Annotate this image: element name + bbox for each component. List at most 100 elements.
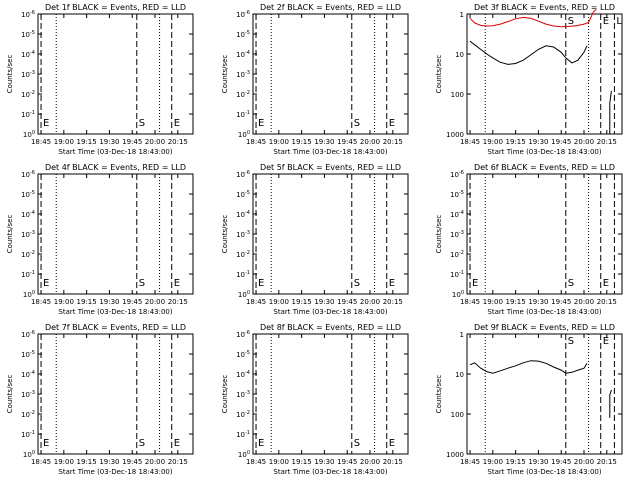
x-tick-label: 20:00 bbox=[360, 298, 380, 306]
y-tick-label: 10-2 bbox=[236, 90, 250, 99]
x-tick-label: 19:15 bbox=[77, 138, 97, 146]
plot-title: Det 8f BLACK = Events, RED = LLD bbox=[260, 323, 401, 332]
x-axis-label: Start Time (03-Dec-18 18:43:00) bbox=[273, 148, 387, 156]
plot-title: Det 6f BLACK = Events, RED = LLD bbox=[474, 163, 615, 172]
x-tick-label: 19:30 bbox=[99, 298, 119, 306]
y-tick-label: 1000 bbox=[446, 451, 464, 459]
time-marker-label: S bbox=[568, 16, 574, 27]
x-tick-label: 19:15 bbox=[77, 458, 97, 466]
y-tick-label: 100 bbox=[23, 130, 35, 139]
time-marker-label: E bbox=[389, 118, 395, 129]
x-tick-label: 19:30 bbox=[528, 138, 548, 146]
x-tick-label: 20:00 bbox=[360, 138, 380, 146]
x-tick-label: 19:15 bbox=[292, 298, 312, 306]
x-tick-label: 19:00 bbox=[54, 298, 74, 306]
plot-frame bbox=[252, 13, 409, 135]
x-tick-label: 19:30 bbox=[314, 298, 334, 306]
y-tick-label: 100 bbox=[23, 290, 35, 299]
x-tick-label: 20:15 bbox=[168, 138, 188, 146]
plot-title: Det 4f BLACK = Events, RED = LLD bbox=[45, 163, 186, 172]
x-tick-label: 19:45 bbox=[122, 138, 142, 146]
x-tick-label: 19:45 bbox=[122, 458, 142, 466]
y-tick-label: 10-2 bbox=[236, 410, 250, 419]
x-axis-label: Start Time (03-Dec-18 18:43:00) bbox=[273, 468, 387, 476]
y-axis-label: Counts/sec bbox=[6, 375, 14, 414]
y-tick-label: 1000 bbox=[446, 131, 464, 139]
y-tick-label: 1 bbox=[460, 331, 464, 339]
x-tick-label: 20:15 bbox=[597, 138, 617, 146]
x-axis-label: Start Time (03-Dec-18 18:43:00) bbox=[273, 308, 387, 316]
time-marker-label: L bbox=[616, 16, 622, 27]
time-marker-label: E bbox=[174, 118, 180, 129]
plot-title: Det 1f BLACK = Events, RED = LLD bbox=[45, 3, 186, 12]
time-marker-label: E bbox=[603, 16, 609, 27]
x-tick-label: 19:00 bbox=[54, 138, 74, 146]
plot-panel-1: Det 1f BLACK = Events, RED = LLD 100 10-1 1… bbox=[6, 3, 194, 156]
time-marker-label: S bbox=[354, 278, 360, 289]
time-marker-label: E bbox=[258, 438, 264, 449]
y-tick-label: 10-6 bbox=[21, 330, 35, 339]
y-tick-label: 10 bbox=[455, 371, 464, 379]
time-marker-label: S bbox=[139, 438, 145, 449]
x-tick-label: 20:00 bbox=[574, 298, 594, 306]
plot-frame bbox=[37, 173, 194, 295]
y-tick-label: 10-3 bbox=[21, 70, 35, 79]
x-tick-label: 19:45 bbox=[551, 458, 571, 466]
plot-panel-4: Det 4f BLACK = Events, RED = LLD 100 10-1 1… bbox=[6, 163, 194, 316]
x-tick-label: 20:15 bbox=[383, 138, 403, 146]
time-marker-label: S bbox=[139, 118, 145, 129]
x-tick-label: 19:00 bbox=[54, 458, 74, 466]
y-tick-label: 10-4 bbox=[236, 50, 250, 59]
x-tick-label: 18:45 bbox=[460, 138, 480, 146]
x-tick-label: 19:45 bbox=[551, 138, 571, 146]
y-axis-label: Counts/sec bbox=[221, 55, 229, 94]
x-tick-label: 19:30 bbox=[314, 138, 334, 146]
y-tick-label: 10-3 bbox=[21, 390, 35, 399]
y-tick-label: 100 bbox=[23, 450, 35, 459]
y-tick-label: 10-5 bbox=[236, 190, 250, 199]
time-marker-label: E bbox=[389, 438, 395, 449]
y-tick-label: 1 bbox=[460, 11, 464, 19]
x-tick-label: 20:15 bbox=[383, 458, 403, 466]
y-tick-label: 100 bbox=[451, 91, 464, 99]
time-marker-label: E bbox=[603, 336, 609, 347]
plot-panel-2: Det 2f BLACK = Events, RED = LLD 100 10-1 1… bbox=[221, 3, 409, 156]
plot-title: Det 3f BLACK = Events, RED = LLD bbox=[474, 3, 615, 12]
x-tick-label: 18:45 bbox=[31, 298, 51, 306]
events-series-line bbox=[469, 40, 588, 65]
y-axis-label: Counts/sec bbox=[435, 375, 443, 414]
y-tick-label: 10-6 bbox=[236, 10, 250, 19]
y-tick-label: 100 bbox=[238, 130, 250, 139]
y-tick-label: 10-3 bbox=[236, 390, 250, 399]
x-tick-label: 20:00 bbox=[145, 458, 165, 466]
y-tick-label: 10-6 bbox=[236, 170, 250, 179]
y-tick-label: 100 bbox=[238, 290, 250, 299]
plot-title: Det 7f BLACK = Events, RED = LLD bbox=[45, 323, 186, 332]
y-tick-label: 100 bbox=[451, 411, 464, 419]
time-marker-label: E bbox=[389, 278, 395, 289]
time-marker-label: E bbox=[258, 278, 264, 289]
y-tick-label: 10-3 bbox=[450, 230, 464, 239]
x-axis-label: Start Time (03-Dec-18 18:43:00) bbox=[58, 468, 172, 476]
x-tick-label: 19:30 bbox=[528, 458, 548, 466]
time-marker-label: E bbox=[43, 118, 49, 129]
y-axis-label: Counts/sec bbox=[6, 55, 14, 94]
time-marker-label: E bbox=[43, 438, 49, 449]
plot-panel-9: Det 9f BLACK = Events, RED = LLD 1000 100 1… bbox=[435, 323, 623, 476]
x-tick-label: 19:15 bbox=[506, 138, 526, 146]
plot-panel-7: Det 7f BLACK = Events, RED = LLD 100 10-1 1… bbox=[6, 323, 194, 476]
plot-frame bbox=[466, 333, 623, 455]
events-series-line bbox=[609, 389, 612, 418]
y-tick-label: 10-1 bbox=[21, 430, 35, 439]
plot-frame bbox=[37, 13, 194, 135]
x-tick-label: 19:30 bbox=[314, 458, 334, 466]
x-tick-label: 19:00 bbox=[269, 138, 289, 146]
x-tick-label: 20:00 bbox=[145, 138, 165, 146]
x-tick-label: 20:00 bbox=[145, 298, 165, 306]
y-tick-label: 100 bbox=[238, 450, 250, 459]
x-tick-label: 19:00 bbox=[483, 138, 503, 146]
y-tick-label: 10-1 bbox=[21, 270, 35, 279]
x-tick-label: 19:30 bbox=[99, 458, 119, 466]
